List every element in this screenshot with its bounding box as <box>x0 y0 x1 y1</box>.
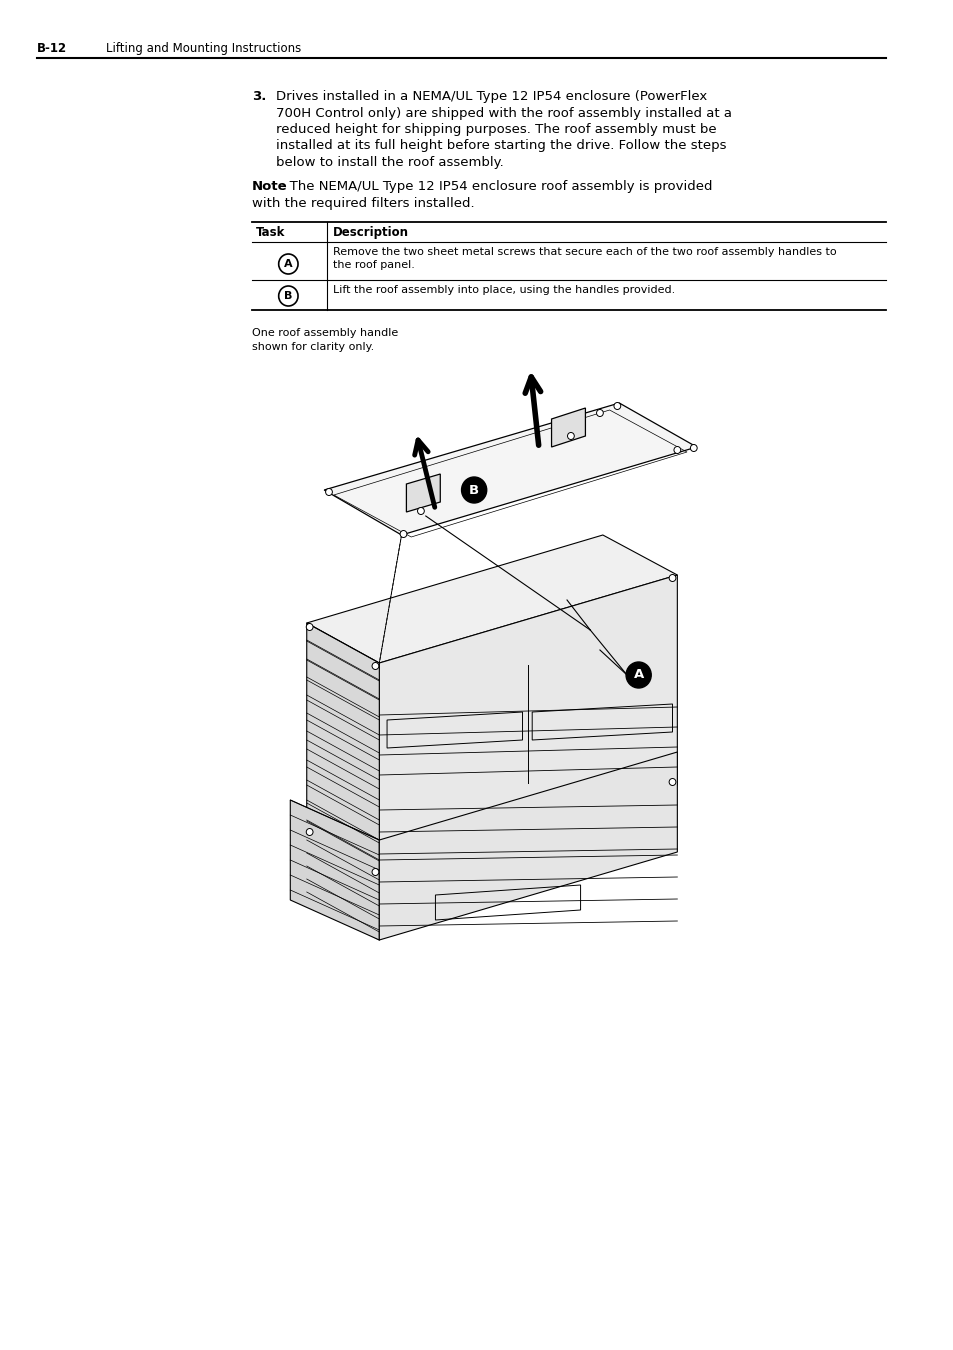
Text: 700H Control only) are shipped with the roof assembly installed at a: 700H Control only) are shipped with the … <box>275 107 731 120</box>
Text: Lifting and Mounting Instructions: Lifting and Mounting Instructions <box>107 42 301 55</box>
Circle shape <box>306 624 313 630</box>
Text: Description: Description <box>333 225 409 239</box>
Polygon shape <box>551 408 585 447</box>
Text: A: A <box>633 668 643 682</box>
Polygon shape <box>379 575 677 875</box>
Circle shape <box>567 432 574 440</box>
Circle shape <box>668 575 675 582</box>
Circle shape <box>372 663 378 670</box>
Circle shape <box>668 779 675 786</box>
Polygon shape <box>324 404 696 535</box>
Text: reduced height for shipping purposes. The roof assembly must be: reduced height for shipping purposes. Th… <box>275 123 716 136</box>
Text: shown for clarity only.: shown for clarity only. <box>252 342 374 352</box>
Text: installed at its full height before starting the drive. Follow the steps: installed at its full height before star… <box>275 139 725 153</box>
Text: Remove the two sheet metal screws that secure each of the two roof assembly hand: Remove the two sheet metal screws that s… <box>333 247 836 256</box>
Text: the roof panel.: the roof panel. <box>333 261 415 270</box>
Circle shape <box>596 409 602 417</box>
Text: B: B <box>469 483 478 497</box>
Text: below to install the roof assembly.: below to install the roof assembly. <box>275 157 503 169</box>
Text: 3.: 3. <box>252 90 266 103</box>
Polygon shape <box>307 622 379 875</box>
Text: Lift the roof assembly into place, using the handles provided.: Lift the roof assembly into place, using… <box>333 285 675 296</box>
Polygon shape <box>307 535 677 663</box>
Text: B-12: B-12 <box>37 42 67 55</box>
Polygon shape <box>406 474 440 512</box>
Circle shape <box>372 868 378 876</box>
Text: Note: Note <box>252 180 287 193</box>
Circle shape <box>306 829 313 836</box>
Text: : The NEMA/UL Type 12 IP54 enclosure roof assembly is provided: : The NEMA/UL Type 12 IP54 enclosure roo… <box>280 180 711 193</box>
Text: A: A <box>284 259 293 269</box>
Polygon shape <box>379 752 677 940</box>
Text: B: B <box>284 292 293 301</box>
Polygon shape <box>290 801 379 940</box>
Circle shape <box>399 531 407 537</box>
Circle shape <box>625 662 651 688</box>
Text: One roof assembly handle: One roof assembly handle <box>252 328 397 338</box>
Text: Drives installed in a NEMA/UL Type 12 IP54 enclosure (PowerFlex: Drives installed in a NEMA/UL Type 12 IP… <box>275 90 706 103</box>
Circle shape <box>614 402 620 409</box>
Circle shape <box>690 444 697 451</box>
Circle shape <box>417 508 424 514</box>
Circle shape <box>461 477 486 504</box>
Circle shape <box>325 489 332 495</box>
Circle shape <box>673 447 680 454</box>
Text: with the required filters installed.: with the required filters installed. <box>252 197 474 209</box>
Text: Task: Task <box>255 225 285 239</box>
